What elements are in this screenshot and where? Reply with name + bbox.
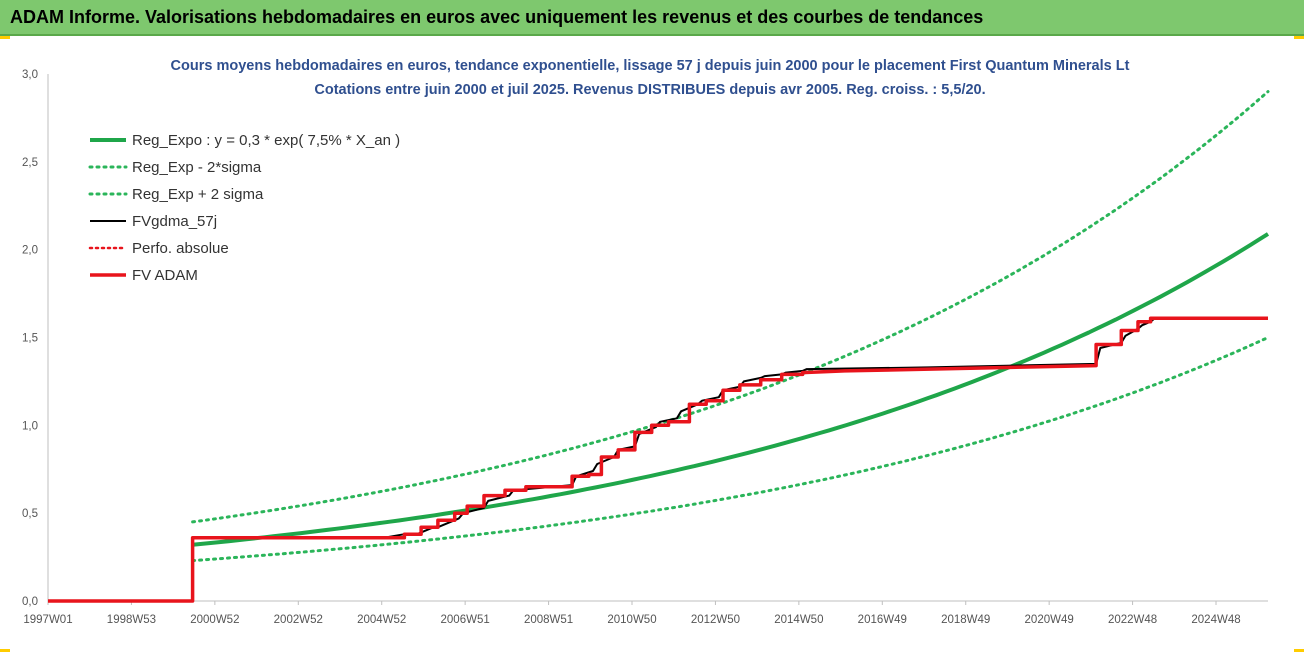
x-tick-label: 2012W50 <box>691 614 740 626</box>
legend-label: FV ADAM <box>132 267 198 284</box>
legend-label: Reg_Exp + 2 sigma <box>132 186 264 203</box>
series-line-0 <box>192 232 1270 547</box>
series-layer <box>48 90 1270 603</box>
y-tick-label: 2,0 <box>22 245 38 257</box>
x-tick-label: 2010W50 <box>607 614 656 626</box>
legend-label: Perfo. absolue <box>132 240 229 257</box>
y-tick-label: 0,0 <box>22 596 38 608</box>
x-tick-label: 2024W48 <box>1191 614 1240 626</box>
x-axis: 1997W01 1998W53 2000W52 2002W52 2004W52 2006W… <box>23 600 1268 626</box>
corner-mark-bottom-left <box>0 649 10 652</box>
x-tick-label: 2022W48 <box>1108 614 1157 626</box>
x-tick-label: 2006W51 <box>441 614 490 626</box>
legend: Reg_Expo : y = 0,3 * exp( 7,5% * X_an ) R… <box>88 132 400 284</box>
chart-title-line1: Cours moyens hebdomadaires en euros, ten… <box>171 58 1130 74</box>
corner-mark-top-right <box>1294 36 1304 39</box>
legend-label: Reg_Exp - 2*sigma <box>132 159 262 176</box>
series-line-1 <box>191 336 1270 563</box>
chart-area: Cours moyens hebdomadaires en euros, ten… <box>0 36 1304 652</box>
x-tick-label: 2018W49 <box>941 614 990 626</box>
series-line-2 <box>191 90 1270 524</box>
series-line-3 <box>48 317 1268 602</box>
y-axis: 0,0 0,5 1,0 1,5 2,0 2,5 3,0 <box>22 69 49 608</box>
x-tick-label: 2000W52 <box>190 614 239 626</box>
corner-mark-bottom-right <box>1294 649 1304 652</box>
x-tick-label: 2014W50 <box>774 614 823 626</box>
chart-title-line2: Cotations entre juin 2000 et juil 2025. … <box>314 82 985 98</box>
report-title: ADAM Informe. Valorisations hebdomadaire… <box>10 7 984 27</box>
y-tick-label: 1,5 <box>22 333 38 345</box>
x-tick-label: 2020W49 <box>1025 614 1074 626</box>
header-bar: ADAM Informe. Valorisations hebdomadaire… <box>0 0 1304 36</box>
x-tick-label: 2008W51 <box>524 614 573 626</box>
y-tick-label: 2,5 <box>22 157 38 169</box>
y-tick-label: 3,0 <box>22 69 38 81</box>
x-tick-label: 2016W49 <box>858 614 907 626</box>
legend-label: Reg_Expo : y = 0,3 * exp( 7,5% * X_an ) <box>132 132 400 149</box>
y-tick-label: 1,0 <box>22 420 38 432</box>
series-line-5 <box>48 316 1268 603</box>
x-tick-label: 2004W52 <box>357 614 406 626</box>
x-tick-label: 1997W01 <box>23 614 72 626</box>
x-tick-label: 2002W52 <box>274 614 323 626</box>
y-tick-label: 0,5 <box>22 508 38 520</box>
legend-label: FVgdma_57j <box>132 213 217 230</box>
corner-mark-top-left <box>0 36 10 39</box>
x-tick-label: 1998W53 <box>107 614 156 626</box>
chart-svg: Cours moyens hebdomadaires en euros, ten… <box>22 58 1270 626</box>
